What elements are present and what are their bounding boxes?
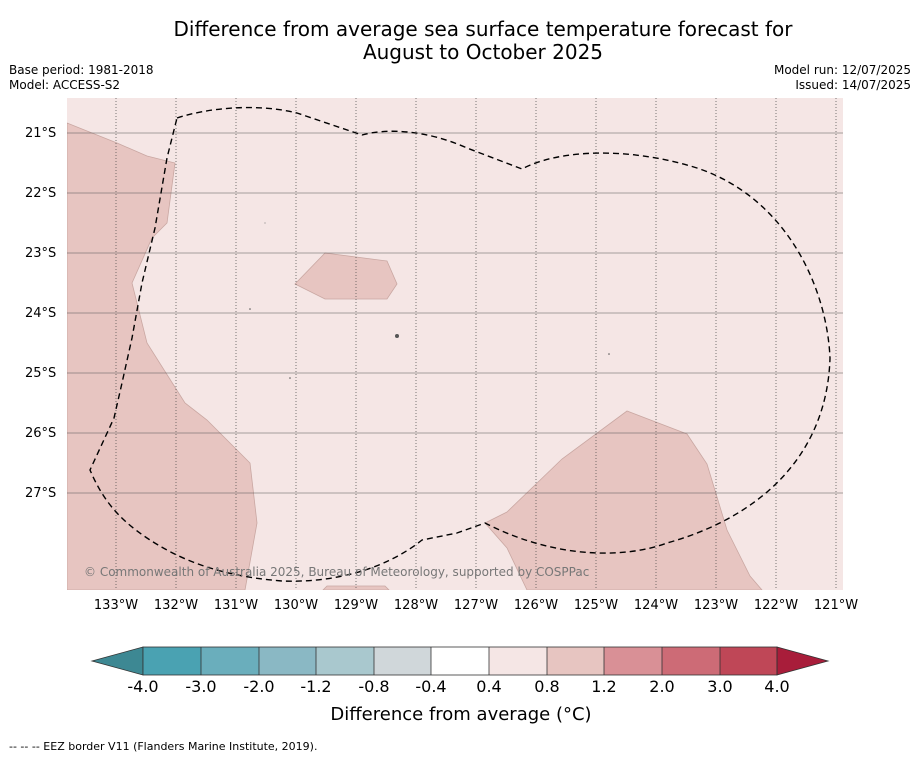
colorbar [90,646,830,676]
base-period: Base period: 1981-2018 [9,63,154,77]
lon-label: 126°W [513,598,559,613]
lon-label: 122°W [753,598,799,613]
colorbar-segment [143,647,201,675]
colorbar-segment [662,647,720,675]
lon-label: 131°W [213,598,259,613]
lat-label: 25°S [25,366,57,381]
lon-label: 121°W [813,598,859,613]
copyright-notice: © Commonwealth of Australia 2025, Bureau… [84,565,590,579]
colorbar-segment [547,647,604,675]
colorbar-segment [201,647,259,675]
colorbar-segment [374,647,431,675]
colorbar-dividers [200,647,721,675]
colorbar-tick: 0.8 [534,677,560,696]
lon-gridlines [115,98,837,590]
colorbar-segment [316,647,374,675]
map-title: Difference from average sea surface temp… [0,18,919,64]
lon-label: 125°W [573,598,619,613]
colorbar-tick: 3.0 [707,677,733,696]
colorbar-tick: -0.4 [415,677,447,696]
colorbar-extend-low [90,646,144,676]
island-speck [289,377,291,379]
lat-label: 26°S [25,426,57,441]
lat-gridlines [67,132,843,494]
eez-border [89,106,831,582]
island-speck [608,353,610,355]
colorbar-segment [489,647,547,675]
colorbar-segment [259,647,316,675]
colorbar-title: Difference from average (°C) [330,704,592,725]
lon-label: 130°W [273,598,319,613]
lat-label: 27°S [25,486,57,501]
issued-date: Issued: 14/07/2025 [795,78,911,92]
island-speck [249,308,251,310]
colorbar-tick: -2.0 [243,677,275,696]
model-run: Model run: 12/07/2025 [773,63,911,77]
model-name: Model: ACCESS-S2 [9,78,121,92]
colorbar-tick: 2.0 [649,677,675,696]
island-speck [395,334,399,338]
colorbar-tick: -1.2 [300,677,332,696]
sst-map [67,98,843,590]
lon-label: 132°W [153,598,199,613]
lon-label: 123°W [693,598,739,613]
lon-label: 129°W [333,598,379,613]
colorbar-outline [142,646,778,676]
colorbar-segment [604,647,662,675]
lat-label: 23°S [25,246,57,261]
warm-patch-central [294,252,398,300]
island-speck [264,222,266,224]
lat-label: 24°S [25,306,57,321]
meta-left: Base period: 1981-2018 Model: ACCESS-S2 [9,63,154,93]
colorbar-tick: 4.0 [764,677,790,696]
colorbar-segment [431,647,489,675]
colorbar-tick: 1.2 [591,677,617,696]
title-line-1: Difference from average sea surface temp… [173,17,793,41]
colorbar-segment [720,647,777,675]
lon-label: 127°W [453,598,499,613]
colorbar-tick: -4.0 [127,677,159,696]
lat-label: 21°S [25,126,57,141]
warm-region-southeast [484,410,763,590]
lat-label: 22°S [25,186,57,201]
warm-region-west [67,122,258,590]
colorbar-tick: 0.4 [476,677,502,696]
title-line-2: August to October 2025 [362,40,604,64]
lon-label: 128°W [393,598,439,613]
colorbar-tick: -3.0 [185,677,217,696]
colorbar-tick: -0.8 [358,677,390,696]
warm-patch-south [322,585,390,590]
colorbar-extend-high [776,646,830,676]
lon-label: 133°W [93,598,139,613]
meta-right: Model run: 12/07/2025 Issued: 14/07/2025 [774,63,911,93]
eez-legend: -- -- -- EEZ border V11 (Flanders Marine… [9,740,318,753]
lon-label: 124°W [633,598,679,613]
